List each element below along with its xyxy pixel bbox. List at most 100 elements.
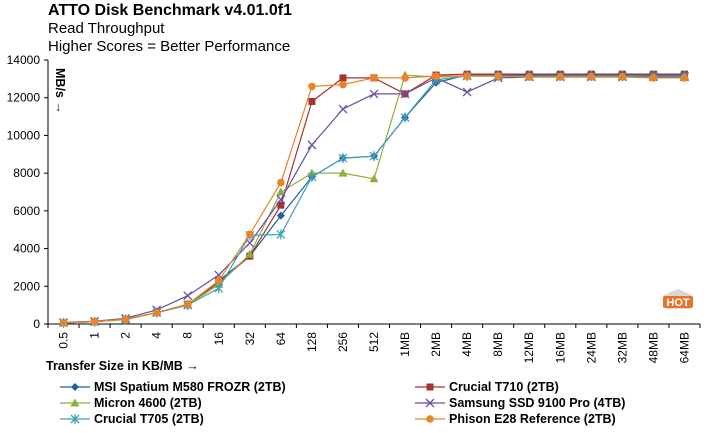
data-point xyxy=(183,291,193,301)
data-point xyxy=(276,187,286,196)
data-point xyxy=(369,151,379,162)
x-tick-label: 256 xyxy=(336,332,350,352)
data-point xyxy=(308,82,316,91)
series-5 xyxy=(59,72,689,327)
legend-swatch xyxy=(60,383,90,391)
data-point xyxy=(121,315,130,324)
series-line xyxy=(63,76,685,324)
y-tick-label: 10000 xyxy=(7,128,41,142)
legend-label: Phison E28 Reference (2TB) xyxy=(449,412,616,426)
data-point xyxy=(276,229,286,240)
legend-marker xyxy=(70,398,80,407)
data-point xyxy=(649,74,658,82)
legend-item: Crucial T705 (2TB) xyxy=(60,412,204,426)
y-tick-label: 8000 xyxy=(13,166,40,180)
legend-marker xyxy=(426,383,434,391)
legend-marker xyxy=(426,415,434,423)
x-tick-label: 2MB xyxy=(429,332,443,357)
data-point xyxy=(90,317,99,326)
data-point xyxy=(400,112,410,123)
legend-item: MSI Spatium M580 FROZR (2TB) xyxy=(60,380,286,394)
series-1 xyxy=(60,70,688,327)
y-tick-label: 4000 xyxy=(13,242,40,256)
x-tick-label: 16 xyxy=(212,332,226,346)
data-point xyxy=(587,73,596,81)
series-4 xyxy=(59,71,689,328)
chart-note: Higher Scores = Better Performance xyxy=(48,38,291,55)
data-point xyxy=(369,89,379,99)
series-line xyxy=(63,73,685,324)
y-tick-label: 2000 xyxy=(13,279,40,293)
legend-label: Samsung SSD 9100 Pro (4TB) xyxy=(449,396,626,410)
data-point xyxy=(276,211,285,220)
data-point xyxy=(307,171,317,182)
data-point xyxy=(214,276,223,285)
data-point xyxy=(59,319,68,327)
y-tick-label: 0 xyxy=(33,317,40,331)
legend-marker xyxy=(70,414,80,424)
legend-item: Crucial T710 (2TB) xyxy=(415,380,559,394)
data-point xyxy=(245,249,255,258)
data-point xyxy=(214,283,224,294)
x-tick-label: 8MB xyxy=(491,332,505,357)
data-point xyxy=(370,74,378,82)
legend-marker xyxy=(425,398,435,408)
data-point xyxy=(463,72,471,80)
y-axis-title: MB/s → xyxy=(53,68,67,114)
legend-item: Samsung SSD 9100 Pro (4TB) xyxy=(415,396,625,410)
data-point xyxy=(277,201,285,209)
data-point xyxy=(338,153,348,164)
chart-subtitle: Read Throughput xyxy=(48,20,165,37)
x-tick-label: 12MB xyxy=(522,332,536,363)
x-axis-title: Transfer Size in KB/MB → xyxy=(46,359,199,373)
data-point xyxy=(401,74,409,82)
x-tick-label: 64MB xyxy=(677,332,691,363)
data-point xyxy=(308,97,316,105)
legend-marker xyxy=(71,383,79,391)
data-point xyxy=(276,195,286,205)
legend-label: MSI Spatium M580 FROZR (2TB) xyxy=(94,380,286,394)
y-tick-label: 12000 xyxy=(7,91,41,105)
x-tick-label: 32 xyxy=(243,332,257,346)
data-point xyxy=(338,104,348,114)
legend-label: Crucial T710 (2TB) xyxy=(449,380,559,394)
series-line xyxy=(63,75,685,324)
data-point xyxy=(494,72,502,80)
legend-swatch xyxy=(415,415,445,423)
series-2 xyxy=(59,70,689,327)
legend-swatch xyxy=(415,383,445,391)
x-tick-label: 16MB xyxy=(553,332,567,363)
x-tick-label: 512 xyxy=(367,332,381,352)
data-point xyxy=(462,87,472,97)
x-tick-label: 1MB xyxy=(398,332,412,357)
data-point xyxy=(277,178,285,187)
x-tick-label: 2 xyxy=(119,332,133,339)
x-tick-label: 32MB xyxy=(615,332,629,363)
data-point xyxy=(246,230,254,239)
hot-badge-label: HOT xyxy=(666,297,690,309)
y-tick-label: 6000 xyxy=(13,204,40,218)
y-tick-label: 14000 xyxy=(7,53,41,67)
data-point xyxy=(339,74,347,82)
data-point xyxy=(152,308,161,317)
data-point xyxy=(525,73,534,81)
data-point xyxy=(432,72,440,80)
x-tick-label: 4MB xyxy=(460,332,474,357)
data-point xyxy=(680,74,689,82)
legend-label: Micron 4600 (2TB) xyxy=(94,396,202,410)
data-point xyxy=(183,300,192,309)
data-point xyxy=(618,73,627,81)
series-3 xyxy=(59,72,689,327)
x-tick-label: 48MB xyxy=(646,332,660,363)
x-tick-label: 24MB xyxy=(584,332,598,363)
chart-title-block: ATTO Disk Benchmark v4.01.0f1 Read Throu… xyxy=(48,2,292,56)
legend-item: Phison E28 Reference (2TB) xyxy=(415,412,616,426)
x-tick-label: 4 xyxy=(150,332,164,339)
data-point xyxy=(369,174,379,183)
data-point xyxy=(556,73,565,81)
series-line xyxy=(63,74,685,324)
hot-badge-icon: HOT xyxy=(660,285,696,315)
x-tick-label: 128 xyxy=(305,332,319,352)
chart-title: ATTO Disk Benchmark v4.01.0f1 xyxy=(48,2,292,19)
